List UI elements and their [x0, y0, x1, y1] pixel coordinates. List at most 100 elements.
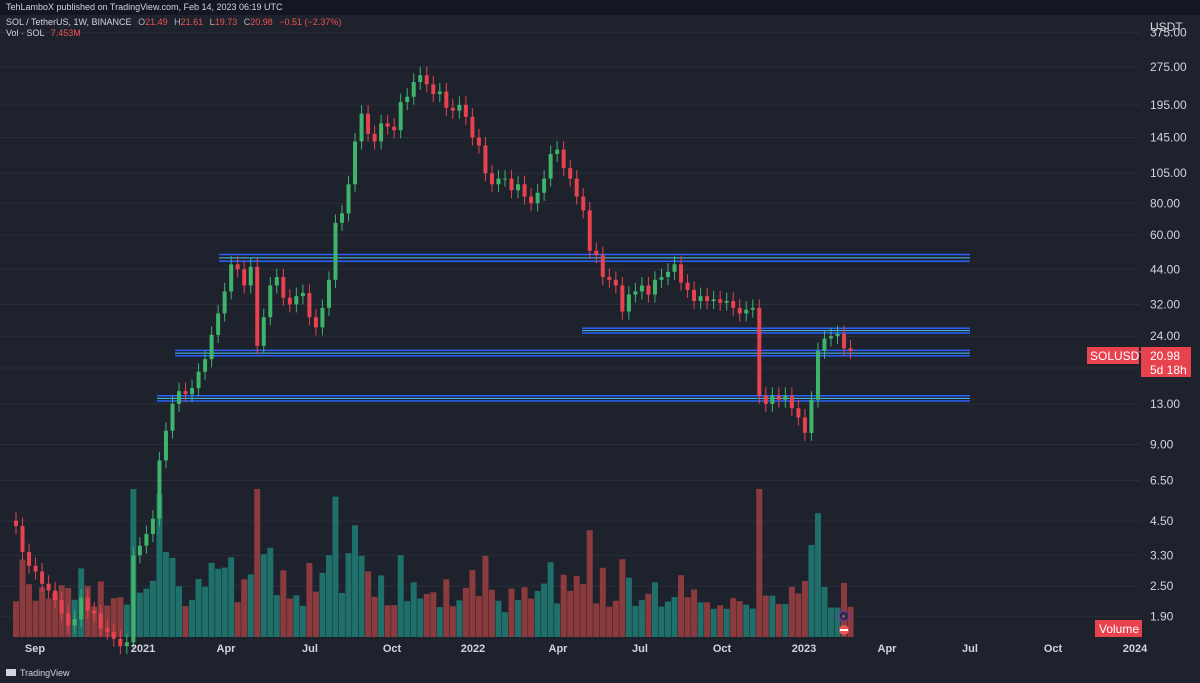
- price-scale[interactable]: USDT 375.00 275.00 195.00 145.00 105.00 80.00…: [1150, 20, 1187, 623]
- volume-bar: [528, 598, 535, 637]
- legend-volume-line: Vol · SOL 7.453M: [6, 28, 81, 38]
- candle-body: [255, 266, 260, 346]
- candle-body: [685, 282, 690, 290]
- volume-bar: [638, 600, 645, 637]
- candle-body: [444, 91, 449, 108]
- candle-body: [118, 638, 123, 647]
- candle-body: [450, 107, 455, 111]
- time-axis[interactable]: Sep 2021 Apr Jul Oct 2022 Apr Jul Oct 2023 Apr Jul O…: [25, 643, 1148, 655]
- volume-bar: [423, 593, 430, 637]
- volume-bar: [189, 599, 196, 637]
- candle-body: [287, 297, 292, 305]
- volume-bar: [697, 602, 704, 637]
- volume-bar: [488, 589, 495, 637]
- volume-bar: [365, 571, 372, 637]
- volume-bar: [325, 555, 332, 637]
- candle-body: [737, 307, 742, 314]
- candle-body: [620, 285, 625, 312]
- candle-body: [137, 545, 142, 556]
- candle-body: [20, 526, 25, 553]
- volume-bar: [495, 600, 502, 637]
- volume-bar: [554, 603, 561, 637]
- candle-body: [522, 184, 527, 197]
- candlestick-series: [14, 66, 853, 655]
- volume-bar: [52, 592, 59, 637]
- candle-body: [385, 123, 390, 127]
- tradingview-logo-icon: [6, 669, 16, 676]
- last-price-badge: SOLUSDT 20.98 5d 18h: [1087, 347, 1191, 377]
- candle-body: [796, 408, 801, 418]
- candle-body: [53, 590, 58, 601]
- volume-bar: [45, 598, 52, 637]
- candle-body: [190, 388, 195, 395]
- price-tick-label: 1.90: [1150, 609, 1174, 623]
- candle-body: [457, 104, 462, 111]
- candle-body: [581, 196, 586, 211]
- candle-body: [646, 285, 651, 295]
- last-price-symbol: SOLUSDT: [1090, 349, 1147, 363]
- candle-body: [124, 642, 129, 647]
- candle-body: [672, 264, 677, 272]
- volume-bar: [195, 578, 202, 637]
- candle-body: [483, 145, 488, 174]
- candle-body: [313, 317, 318, 328]
- candle-body: [776, 395, 781, 400]
- volume-bar: [736, 601, 743, 637]
- candle-body: [33, 565, 38, 572]
- candle-body: [594, 250, 599, 256]
- candle-body: [633, 291, 638, 295]
- volume-bar: [182, 605, 189, 637]
- volume-badge-label: Volume: [1099, 622, 1139, 636]
- grid-lines: [0, 32, 1140, 617]
- time-tick-label: 2024: [1123, 643, 1148, 655]
- event-icons[interactable]: ⚡: [838, 610, 850, 635]
- volume-bar: [110, 598, 117, 637]
- volume-bar: [156, 493, 163, 637]
- time-tick-label: Jul: [632, 643, 648, 655]
- candle-body: [98, 613, 103, 629]
- candle-body: [842, 333, 847, 349]
- legend-line: SOL / TetherUS, 1W, BINANCE O21.49 H21.6…: [6, 17, 341, 27]
- volume-bar: [788, 586, 795, 637]
- candle-body: [177, 391, 181, 404]
- candle-body: [235, 264, 240, 270]
- volume-bar: [567, 590, 574, 637]
- volume-bar: [834, 607, 841, 637]
- volume-bar: [410, 582, 417, 637]
- time-tick-label: Jul: [302, 643, 318, 655]
- volume-bar: [267, 547, 274, 637]
- publisher-line: TehLamboX published on TradingView.com, …: [6, 2, 283, 12]
- price-tick-label: 195.00: [1150, 98, 1187, 112]
- candle-body: [85, 597, 90, 611]
- candle-body: [353, 141, 358, 185]
- volume-bar: [743, 604, 750, 637]
- lightning-icon: [838, 610, 850, 622]
- publisher-bar: TehLamboX published on TradingView.com, …: [0, 0, 1200, 15]
- tradingview-branding: TradingView: [6, 668, 70, 678]
- volume-bar: [580, 584, 587, 637]
- candle-body: [835, 333, 840, 337]
- candle-body: [431, 84, 436, 95]
- price-tick-label: 275.00: [1150, 60, 1187, 74]
- candle-body: [639, 285, 644, 292]
- candle-body: [463, 104, 468, 117]
- volume-bar: [749, 608, 756, 637]
- price-tick-label: 44.00: [1150, 262, 1180, 276]
- volume-bar: [593, 603, 600, 637]
- price-tick-label: 13.00: [1150, 397, 1180, 411]
- price-chart[interactable]: SOL / TetherUS, 1W, BINANCE O21.49 H21.6…: [0, 15, 1200, 683]
- time-tick-label: Oct: [1044, 643, 1063, 655]
- volume-bar: [502, 612, 508, 637]
- candle-body: [398, 102, 403, 131]
- volume-bar: [136, 592, 143, 637]
- candle-body: [340, 213, 344, 223]
- volume-bar: [847, 606, 854, 637]
- time-tick-label: Apr: [878, 643, 898, 655]
- volume-bar: [247, 574, 254, 637]
- candle-body: [72, 619, 77, 626]
- volume-bar: [221, 567, 228, 637]
- candle-body: [294, 296, 299, 305]
- volume-bar: [371, 596, 378, 637]
- volume-bar: [651, 582, 658, 637]
- volume-bar: [319, 572, 326, 637]
